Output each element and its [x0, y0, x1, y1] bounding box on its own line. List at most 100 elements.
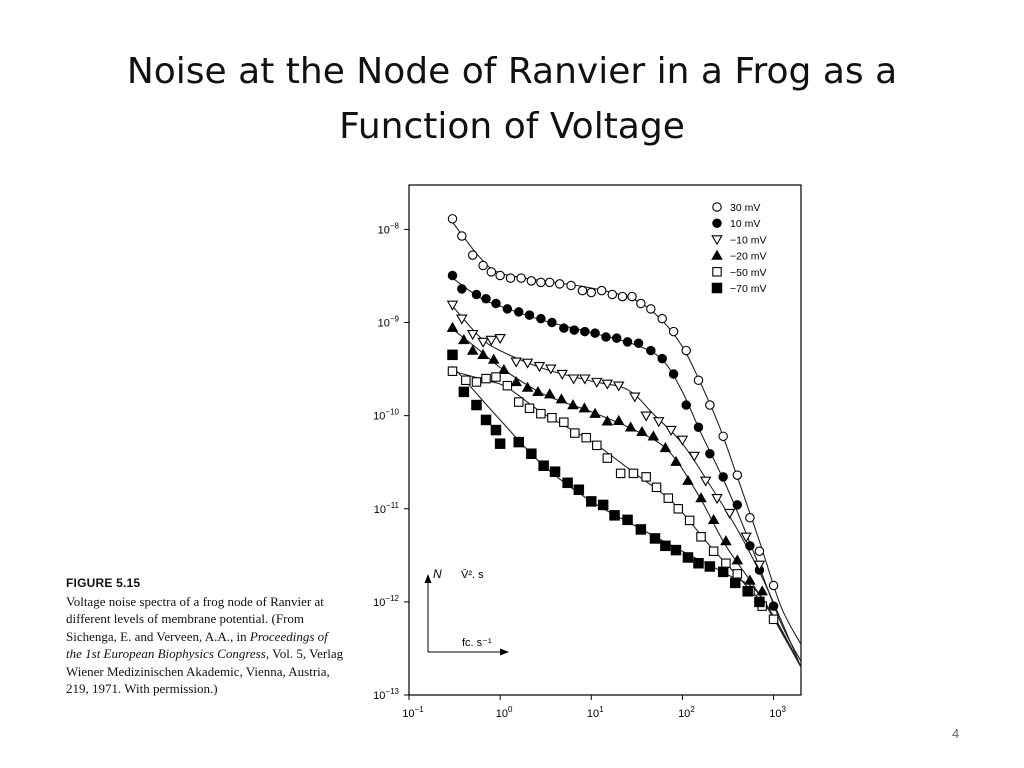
data-point [536, 277, 546, 288]
plot-frame [408, 184, 802, 696]
data-point [682, 474, 694, 485]
data-point [646, 345, 656, 356]
fit-curve [452, 328, 802, 668]
data-point [602, 453, 613, 463]
data-point [471, 289, 482, 300]
data-point [732, 470, 743, 480]
data-point [481, 294, 491, 304]
slide-title-line-1: Noise at the Node of Ranvier in a Frog a… [126, 51, 898, 92]
data-point [447, 270, 458, 281]
data-point [586, 496, 597, 507]
data-point [596, 285, 607, 296]
data-point [731, 554, 744, 565]
data-point [547, 412, 557, 423]
data-point [567, 399, 579, 410]
data-point [538, 460, 549, 471]
data-point [579, 374, 591, 385]
legend-label: 10 mV [730, 218, 760, 230]
data-point [611, 333, 622, 343]
data-point [491, 298, 501, 309]
y-tick-label-base: 10 [373, 597, 385, 609]
data-point [513, 397, 524, 407]
data-point [720, 535, 732, 546]
y-tick-label: 10−11 [374, 501, 400, 516]
data-point [555, 393, 568, 404]
data-point [498, 363, 510, 375]
legend-marker [712, 218, 722, 228]
data-point [653, 417, 665, 428]
data-point [670, 544, 682, 556]
data-point [447, 349, 458, 361]
x-tick-label-base: 10 [496, 708, 508, 720]
data-point [681, 345, 691, 356]
data-point [597, 499, 609, 511]
data-point [544, 277, 555, 288]
legend-label: −70 mV [730, 283, 766, 295]
data-point [577, 285, 588, 296]
data-point [699, 476, 712, 487]
data-point [740, 532, 752, 543]
data-point [718, 431, 728, 442]
figure-caption: FIGURE 5.15 Voltage noise spectra of a f… [66, 575, 346, 698]
data-point [477, 337, 489, 348]
y-tick-label: 10−12 [373, 594, 399, 609]
x-tick-label-base: 10 [402, 708, 414, 720]
data-point [711, 494, 723, 505]
caption-run: Proceedings of the 1st European Biophysi… [66, 628, 328, 662]
data-point [549, 466, 561, 477]
data-point [635, 524, 647, 535]
data-point [754, 546, 765, 556]
data-point [732, 500, 743, 510]
data-point [717, 566, 729, 578]
data-point [526, 276, 537, 286]
data-point [545, 364, 557, 375]
data-point [559, 323, 569, 333]
data-point [615, 468, 626, 479]
data-point [609, 510, 620, 521]
data-point [628, 468, 639, 479]
data-point [754, 596, 765, 608]
data-point [684, 515, 695, 526]
data-point [536, 408, 546, 419]
slide-title-line-2: Function of Voltage [339, 106, 685, 147]
data-point [447, 214, 458, 224]
x-tick-label-base: 10 [678, 708, 690, 720]
data-point [573, 484, 585, 496]
data-point [768, 614, 779, 625]
data-point [592, 440, 602, 451]
data-point [524, 403, 535, 414]
data-point [533, 362, 546, 373]
legend-label: −10 mV [730, 234, 766, 246]
y-tick-label-base: 10 [373, 411, 385, 423]
data-point [480, 414, 492, 426]
data-point [659, 442, 672, 453]
data-point [629, 392, 641, 403]
figure-label: FIGURE 5.15 [66, 576, 141, 590]
data-point [581, 432, 591, 443]
data-point [461, 375, 471, 386]
slide-title: Noise at the Node of Ranvier in a Frog a… [60, 44, 964, 154]
data-point [705, 400, 715, 410]
data-point [446, 300, 459, 311]
data-point [768, 580, 779, 591]
data-point [559, 417, 569, 427]
data-points [446, 214, 779, 625]
data-point [521, 358, 534, 369]
y-tick-label: 10−9 [378, 315, 400, 330]
data-point [636, 425, 648, 437]
data-point [516, 273, 526, 283]
data-point [612, 414, 625, 425]
legend-label: −50 mV [730, 267, 766, 279]
data-point [649, 533, 661, 544]
data-point [607, 289, 618, 300]
data-point [670, 455, 682, 466]
data-point [502, 304, 513, 314]
data-point [756, 585, 768, 596]
data-point [457, 231, 467, 241]
data-point [580, 326, 590, 337]
legend-marker [712, 202, 722, 212]
data-point [569, 325, 579, 335]
data-point [556, 369, 568, 380]
page-number: 4 [952, 726, 960, 741]
data-point [705, 448, 715, 459]
